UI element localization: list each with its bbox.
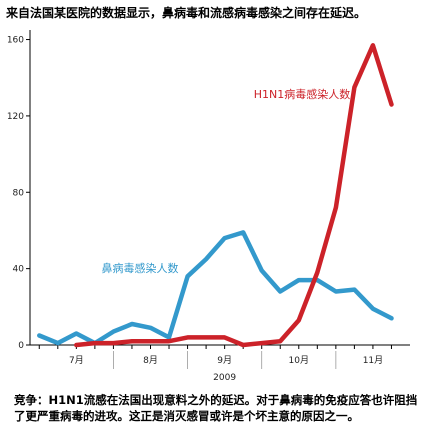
rhinovirus-series-line <box>37 230 394 346</box>
y-tick-label: 0 <box>18 341 24 351</box>
x-tick-label: 11月 <box>363 355 383 366</box>
x-tick-label: 7月 <box>69 355 84 366</box>
h1n1-series-label: H1N1病毒感染人数 <box>254 87 351 101</box>
year-label: 2009 <box>213 373 236 383</box>
chart-title: 来自法国某医院的数据显示，鼻病毒和流感病毒感染之间存在延迟。 <box>6 6 367 20</box>
chart-caption: 竞争：H1N1流感在法国出现意料之外的延迟。对于鼻病毒的免疫应答也许阻挡了更严重… <box>14 393 418 423</box>
chart-labels: 鼻病毒感染人数 H1N1病毒感染人数 <box>102 87 351 275</box>
x-tick-label: 9月 <box>217 355 232 366</box>
y-tick-label: 160 <box>7 36 24 46</box>
x-tick-label: 8月 <box>143 355 158 366</box>
y-tick-label: 40 <box>13 265 25 275</box>
chart-axes: 0 40 80 120 160 7月 8月 9月 10月 11月 2009 <box>7 30 410 383</box>
chart-lines <box>37 43 394 348</box>
h1n1-series-line <box>74 43 394 348</box>
x-tick-label: 10月 <box>289 355 309 366</box>
y-tick-label: 120 <box>7 112 24 122</box>
y-tick-label: 80 <box>13 188 25 198</box>
rhinovirus-series-label: 鼻病毒感染人数 <box>102 261 179 275</box>
